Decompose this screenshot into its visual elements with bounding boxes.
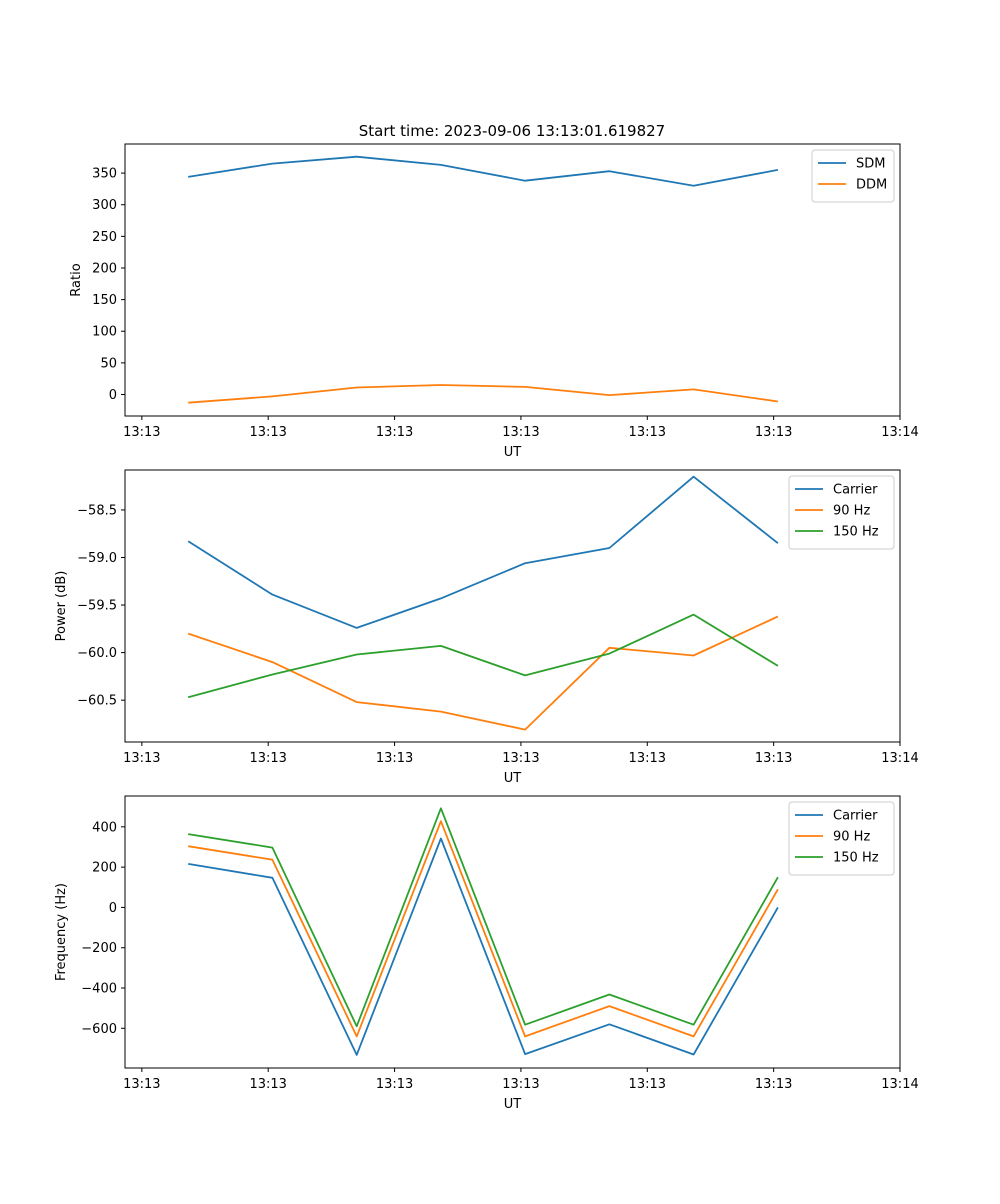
ratio-y-tick-label: 150 <box>92 293 117 308</box>
frequency-legend-label-150-hz: 150 Hz <box>833 851 879 866</box>
frequency-series-90-hz-line <box>188 821 778 1036</box>
power-y-axis-label: Power (dB) <box>54 571 69 642</box>
ratio-y-tick-label: 300 <box>92 198 117 213</box>
frequency-x-tick-label: 13:13 <box>123 1077 160 1092</box>
frequency-x-tick-label: 13:13 <box>376 1077 413 1092</box>
power-x-axis-label: UT <box>504 771 522 786</box>
ratio-series-ddm-line <box>188 385 778 403</box>
power-legend-label-carrier: Carrier <box>833 483 878 498</box>
ratio-x-tick-label: 13:13 <box>376 425 413 440</box>
power-legend: Carrier 90 Hz 150 Hz <box>789 476 894 549</box>
frequency-x-tick-label: 13:13 <box>249 1077 286 1092</box>
power-x-tick-label: 13:13 <box>249 751 286 766</box>
frequency-y-tick-label: 0 <box>109 901 117 916</box>
ratio-x-tick-label: 13:13 <box>502 425 539 440</box>
frequency-y-axis-label: Frequency (Hz) <box>54 883 69 981</box>
power-x-tick-label: 13:13 <box>376 751 413 766</box>
power-y-tick-label: −59.0 <box>77 551 117 566</box>
frequency-x-axis-label: UT <box>504 1097 522 1112</box>
frequency-axes-frame <box>125 796 900 1068</box>
frequency-legend-label-carrier: Carrier <box>833 809 878 824</box>
ratio-x-tick-label: 13:13 <box>123 425 160 440</box>
power-y-tick-label: −60.0 <box>77 646 117 661</box>
ratio-panel: 13:13 13:13 13:13 13:13 13:13 13:13 13:14 0 50 10… <box>69 144 919 460</box>
power-series-carrier-line <box>188 477 778 628</box>
figure-title: Start time: 2023-09-06 13:13:01.619827 <box>359 122 665 140</box>
frequency-legend: Carrier 90 Hz 150 Hz <box>789 802 894 875</box>
frequency-series-150-hz-line <box>188 808 778 1026</box>
ratio-legend: SDM DDM <box>812 150 894 202</box>
ratio-legend-label-ddm: DDM <box>856 178 887 193</box>
power-panel: 13:13 13:13 13:13 13:13 13:13 13:13 13:14 −60.5… <box>54 470 919 786</box>
ratio-y-tick-label: 200 <box>92 261 117 276</box>
power-x-tick-label: 13:13 <box>629 751 666 766</box>
ratio-y-tick-label: 250 <box>92 230 117 245</box>
power-y-tick-label: −58.5 <box>77 503 117 518</box>
power-x-tick-label: 13:13 <box>755 751 792 766</box>
frequency-x-tick-label: 13:13 <box>502 1077 539 1092</box>
frequency-y-tick-label: −400 <box>81 982 117 997</box>
ratio-axes-frame <box>125 144 900 416</box>
power-x-tick-label: 13:13 <box>502 751 539 766</box>
ratio-y-tick-label: 100 <box>92 325 117 340</box>
frequency-legend-label-90-hz: 90 Hz <box>833 830 870 845</box>
ratio-x-tick-label: 13:13 <box>249 425 286 440</box>
frequency-y-tick-label: −200 <box>81 941 117 956</box>
power-x-tick-label: 13:13 <box>123 751 160 766</box>
frequency-y-tick-label: 400 <box>92 820 117 835</box>
ratio-y-axis-label: Ratio <box>69 263 84 296</box>
frequency-x-tick-label: 13:13 <box>755 1077 792 1092</box>
frequency-y-tick-label: −600 <box>81 1022 117 1037</box>
ratio-x-axis-label: UT <box>504 445 522 460</box>
ratio-series-sdm-line <box>188 157 778 186</box>
power-legend-label-150-hz: 150 Hz <box>833 525 879 540</box>
frequency-x-tick-label: 13:13 <box>629 1077 666 1092</box>
ratio-y-tick-label: 0 <box>109 388 117 403</box>
ratio-x-tick-label: 13:13 <box>629 425 666 440</box>
ratio-y-tick-label: 350 <box>92 167 117 182</box>
frequency-panel: 13:13 13:13 13:13 13:13 13:13 13:13 13:14 −600 −… <box>54 796 919 1112</box>
ratio-x-tick-label: 13:14 <box>881 425 918 440</box>
ratio-legend-label-sdm: SDM <box>856 157 885 172</box>
ratio-y-tick-label: 50 <box>100 356 117 371</box>
frequency-x-tick-label: 13:14 <box>881 1077 918 1092</box>
power-y-tick-label: −59.5 <box>77 599 117 614</box>
ratio-x-tick-label: 13:13 <box>755 425 792 440</box>
power-legend-label-90-hz: 90 Hz <box>833 504 870 519</box>
power-x-tick-label: 13:14 <box>881 751 918 766</box>
power-axes-frame <box>125 470 900 742</box>
frequency-y-tick-label: 200 <box>92 861 117 876</box>
power-y-tick-label: −60.5 <box>77 694 117 709</box>
